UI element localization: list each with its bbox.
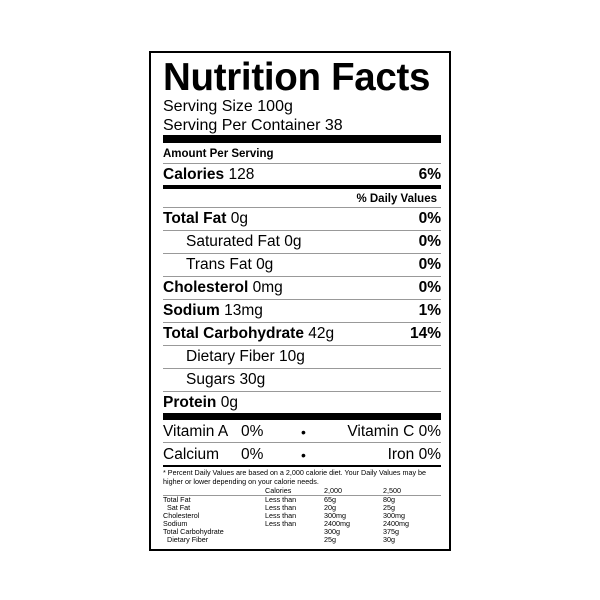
daily-values-reference-table: Calories 2,000 2,500 Total Fat Less than 6… bbox=[163, 486, 441, 544]
vitamin-label: Calcium bbox=[163, 446, 219, 463]
nutrient-value: 0g bbox=[220, 394, 238, 411]
table-cell: 2400mg bbox=[324, 519, 350, 528]
nutrient-value: 42g bbox=[308, 325, 335, 342]
nutrient-row-saturated-fat: Saturated Fat 0g 0% bbox=[163, 231, 441, 254]
table-cell: Calories bbox=[265, 486, 324, 496]
nutrient-row-trans-fat: Trans Fat 0g 0% bbox=[163, 254, 441, 277]
table-cell: Less than bbox=[265, 511, 297, 520]
nutrient-row-dietary-fiber: Dietary Fiber 10g bbox=[163, 346, 441, 369]
table-cell: 80g bbox=[383, 495, 395, 504]
table-cell: Less than bbox=[265, 495, 297, 504]
table-row: Sat Fat Less than 20g 25g bbox=[163, 504, 441, 512]
nutrient-percent: 0% bbox=[418, 210, 441, 227]
footnote-section: * Percent Daily Values are based on a 2,… bbox=[163, 467, 441, 544]
table-cell: 375g bbox=[383, 527, 399, 536]
bullet-separator: • bbox=[301, 447, 306, 463]
nutrient-label: Protein bbox=[163, 394, 217, 411]
table-cell: 300mg bbox=[324, 511, 346, 520]
nutrient-label: Saturated Fat bbox=[186, 233, 280, 250]
thick-divider bbox=[163, 135, 441, 143]
table-cell: 65g bbox=[324, 495, 336, 504]
vitamin-row: Calcium 0% • Iron 0% bbox=[163, 443, 441, 467]
nutrient-percent: 0% bbox=[418, 256, 441, 273]
nutrition-facts-label: Nutrition Facts Serving Size 100g Servin… bbox=[149, 51, 451, 551]
calories-label: Calories bbox=[163, 166, 225, 183]
table-cell: 2,500 bbox=[383, 486, 441, 496]
nutrient-row-total-carbohydrate: Total Carbohydrate 42g 14% bbox=[163, 323, 441, 346]
vitamin-right: Iron 0% bbox=[387, 446, 441, 463]
table-cell: Less than bbox=[265, 519, 297, 528]
nutrient-row-cholesterol: Cholesterol 0mg 0% bbox=[163, 277, 441, 300]
table-cell: Total Fat bbox=[163, 495, 191, 504]
nutrient-label: Sugars bbox=[186, 371, 236, 388]
nutrient-percent: 1% bbox=[418, 302, 441, 319]
table-cell: Total Carbohydrate bbox=[163, 527, 224, 536]
table-cell: 20g bbox=[324, 503, 336, 512]
nutrient-label: Trans Fat bbox=[186, 256, 252, 273]
amount-per-serving: Amount Per Serving bbox=[163, 143, 441, 164]
table-cell bbox=[265, 528, 324, 536]
nutrient-percent: 0% bbox=[418, 233, 441, 250]
nutrient-row-protein: Protein 0g bbox=[163, 392, 441, 413]
table-row: Cholesterol Less than 300mg 300mg bbox=[163, 512, 441, 520]
vitamin-value: 0% bbox=[241, 446, 264, 463]
nutrient-value: 10g bbox=[279, 348, 305, 365]
calories-row: Calories 128 6% bbox=[163, 164, 441, 185]
nutrient-value: 0g bbox=[284, 233, 302, 250]
bullet-separator: • bbox=[301, 424, 306, 440]
serving-size: Serving Size 100g bbox=[163, 98, 293, 115]
label-title: Nutrition Facts bbox=[163, 56, 431, 99]
table-cell: 300g bbox=[324, 527, 340, 536]
vitamin-value: 0% bbox=[241, 423, 264, 440]
nutrient-value: 0g bbox=[230, 210, 248, 227]
vitamin-right: Vitamin C 0% bbox=[347, 423, 441, 440]
daily-values-header: % Daily Values bbox=[163, 189, 441, 208]
table-cell: 30g bbox=[383, 535, 395, 544]
nutrient-percent: 14% bbox=[409, 325, 441, 342]
table-cell: Sodium bbox=[163, 519, 188, 528]
nutrient-row-sugars: Sugars 30g bbox=[163, 369, 441, 392]
table-row: Dietary Fiber 25g 30g bbox=[163, 536, 441, 544]
calories-value: 128 bbox=[228, 166, 255, 183]
table-cell bbox=[265, 536, 324, 544]
table-cell: Dietary Fiber bbox=[167, 535, 209, 544]
nutrient-label: Total Fat bbox=[163, 210, 227, 227]
table-cell: 25g bbox=[324, 535, 336, 544]
table-cell: Less than bbox=[265, 503, 297, 512]
footnote: * Percent Daily Values are based on a 2,… bbox=[163, 468, 427, 486]
table-cell: Sat Fat bbox=[167, 503, 191, 512]
nutrient-percent: 0% bbox=[418, 279, 441, 296]
table-row: Total Carbohydrate 300g 375g bbox=[163, 528, 441, 536]
nutrient-row-sodium: Sodium 13mg 1% bbox=[163, 300, 441, 323]
nutrient-label: Dietary Fiber bbox=[186, 348, 275, 365]
nutrient-value: 0mg bbox=[252, 279, 283, 296]
nutrient-label: Total Carbohydrate bbox=[163, 325, 304, 342]
nutrient-label: Cholesterol bbox=[163, 279, 249, 296]
vitamin-label: Vitamin A bbox=[163, 423, 229, 440]
table-cell: 300mg bbox=[383, 511, 405, 520]
thick-divider bbox=[163, 413, 441, 420]
nutrient-label: Sodium bbox=[163, 302, 220, 319]
vitamin-row: Vitamin A 0% • Vitamin C 0% bbox=[163, 420, 441, 443]
nutrient-row-total-fat: Total Fat 0g 0% bbox=[163, 208, 441, 231]
medium-divider bbox=[163, 185, 441, 189]
nutrient-value: 30g bbox=[239, 371, 266, 388]
table-cell: 2,000 bbox=[324, 486, 383, 496]
nutrient-value: 13mg bbox=[224, 302, 263, 319]
servings-per-container: Serving Per Container 38 bbox=[163, 117, 343, 134]
table-cell bbox=[163, 486, 265, 496]
table-cell: 2400mg bbox=[383, 519, 409, 528]
table-row: Sodium Less than 2400mg 2400mg bbox=[163, 520, 441, 528]
table-cell: 25g bbox=[383, 503, 395, 512]
table-cell: Cholesterol bbox=[163, 511, 200, 520]
table-header: Calories 2,000 2,500 bbox=[163, 486, 441, 496]
table-row: Total Fat Less than 65g 80g bbox=[163, 496, 441, 505]
nutrient-value: 0g bbox=[256, 256, 274, 273]
calories-percent: 6% bbox=[418, 166, 441, 183]
